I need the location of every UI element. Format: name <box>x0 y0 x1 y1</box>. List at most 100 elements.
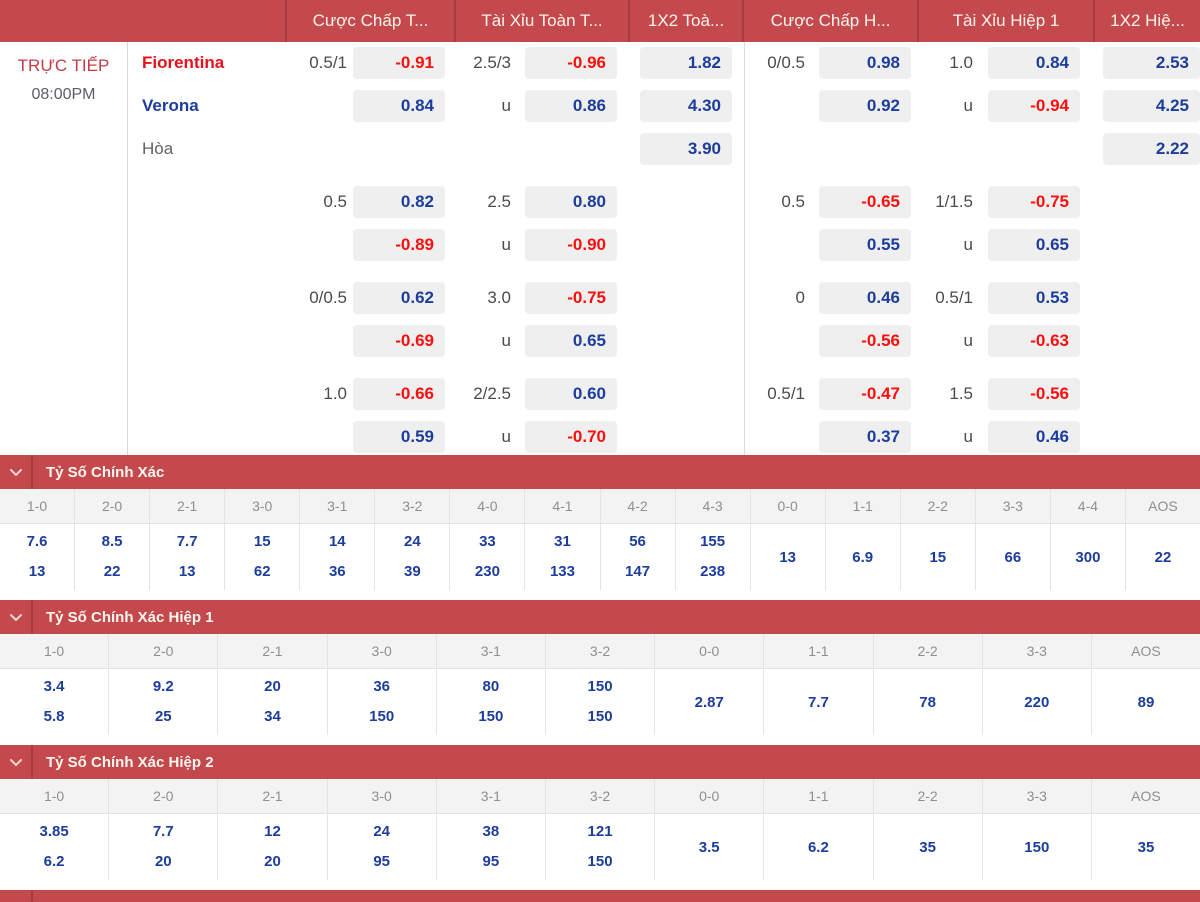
score-odds-cell[interactable]: 31 133 <box>525 524 599 590</box>
score-odds-home[interactable]: 80 <box>482 678 500 696</box>
score-odds-cell[interactable]: 38 95 <box>437 814 545 880</box>
score-odds-cell[interactable]: 8.5 22 <box>75 524 149 590</box>
score-odds-single[interactable]: 35 <box>1137 838 1155 856</box>
1x2-odds-button[interactable]: 1.82 <box>640 47 732 79</box>
score-odds-cell[interactable]: 24 95 <box>328 814 436 880</box>
score-odds-single[interactable]: 89 <box>1137 693 1155 711</box>
score-odds-cell[interactable]: 24 39 <box>375 524 449 590</box>
score-odds-away[interactable]: 34 <box>264 707 281 725</box>
handicap-h1-odds-button[interactable]: 0.92 <box>819 90 911 122</box>
handicap-odds-button[interactable]: 0.59 <box>353 421 445 453</box>
score-odds-cell[interactable]: 14 36 <box>300 524 374 590</box>
score-odds-away[interactable]: 25 <box>154 707 172 725</box>
score-odds-home[interactable]: 7.7 <box>176 533 198 551</box>
score-odds-cell[interactable]: 78 <box>874 669 982 735</box>
over-under-h1-odds-button[interactable]: 0.84 <box>988 47 1080 79</box>
score-odds-home[interactable]: 9.2 <box>152 678 174 696</box>
score-odds-away[interactable]: 147 <box>625 562 651 580</box>
score-odds-cell[interactable]: 35 <box>874 814 982 880</box>
handicap-odds-button[interactable]: -0.89 <box>353 229 445 261</box>
score-odds-home[interactable]: 150 <box>587 678 613 696</box>
score-odds-single[interactable]: 220 <box>1024 693 1050 711</box>
score-odds-single[interactable]: 3.5 <box>698 838 720 856</box>
score-odds-cell[interactable]: 150 <box>983 814 1091 880</box>
score-odds-cell[interactable]: 66 <box>976 524 1050 590</box>
over-under-h1-odds-button[interactable]: -0.75 <box>988 186 1080 218</box>
score-odds-away[interactable]: 6.2 <box>43 852 65 870</box>
score-odds-home[interactable]: 24 <box>373 823 390 841</box>
score-odds-home[interactable]: 24 <box>404 533 421 551</box>
1x2-h1-odds-button[interactable]: 2.53 <box>1103 47 1200 79</box>
score-odds-away[interactable]: 238 <box>700 562 726 580</box>
score-odds-cell[interactable]: 80 150 <box>437 669 545 735</box>
score-odds-home[interactable]: 56 <box>629 533 646 551</box>
score-odds-away[interactable]: 13 <box>178 562 196 580</box>
score-odds-single[interactable]: 35 <box>919 838 936 856</box>
handicap-odds-button[interactable]: 0.84 <box>353 90 445 122</box>
score-odds-single[interactable]: 66 <box>1004 548 1022 566</box>
score-odds-cell[interactable]: 6.9 <box>826 524 900 590</box>
score-odds-away[interactable]: 13 <box>28 562 46 580</box>
score-odds-cell[interactable]: 20 34 <box>218 669 326 735</box>
score-odds-home[interactable]: 121 <box>587 823 613 841</box>
score-odds-cell[interactable]: 89 <box>1092 669 1200 735</box>
score-odds-away[interactable]: 95 <box>373 852 390 870</box>
collapse-button[interactable] <box>0 600 33 634</box>
score-odds-single[interactable]: 78 <box>919 693 936 711</box>
handicap-h1-odds-button[interactable]: 0.37 <box>819 421 911 453</box>
score-odds-away[interactable]: 150 <box>369 707 395 725</box>
score-odds-away[interactable]: 150 <box>587 707 613 725</box>
1x2-h1-odds-button[interactable]: 4.25 <box>1103 90 1200 122</box>
score-odds-cell[interactable]: 2.87 <box>655 669 763 735</box>
score-odds-single[interactable]: 7.7 <box>807 693 829 711</box>
score-odds-cell[interactable]: 300 <box>1051 524 1125 590</box>
score-odds-single[interactable]: 6.2 <box>807 838 829 856</box>
score-odds-cell[interactable]: 15 <box>901 524 975 590</box>
score-odds-away[interactable]: 39 <box>404 562 421 580</box>
score-odds-cell[interactable]: 56 147 <box>601 524 675 590</box>
score-odds-home[interactable]: 36 <box>373 678 390 696</box>
score-odds-away[interactable]: 230 <box>474 562 500 580</box>
score-odds-away[interactable]: 150 <box>587 852 613 870</box>
handicap-h1-odds-button[interactable]: -0.56 <box>819 325 911 357</box>
score-odds-cell[interactable]: 35 <box>1092 814 1200 880</box>
score-odds-home[interactable]: 7.6 <box>26 533 48 551</box>
section-header-bar[interactable]: Tỷ Số Chính Xác Hiệp 1 <box>0 600 1200 634</box>
score-odds-cell[interactable]: 7.6 13 <box>0 524 74 590</box>
score-odds-away[interactable]: 22 <box>103 562 121 580</box>
score-odds-cell[interactable]: 3.4 5.8 <box>0 669 108 735</box>
over-under-odds-button[interactable]: -0.96 <box>525 47 617 79</box>
score-odds-cell[interactable]: 121 150 <box>546 814 654 880</box>
score-odds-home[interactable]: 33 <box>479 533 496 551</box>
score-odds-home[interactable]: 20 <box>264 678 281 696</box>
score-odds-cell[interactable]: 155 238 <box>676 524 750 590</box>
over-under-h1-odds-button[interactable]: 0.53 <box>988 282 1080 314</box>
section-header-bar[interactable]: Tỷ Số Chính Xác Hiệp 2 <box>0 745 1200 779</box>
score-odds-single[interactable]: 22 <box>1154 548 1172 566</box>
score-odds-single[interactable]: 2.87 <box>694 693 724 711</box>
score-odds-cell[interactable]: 220 <box>983 669 1091 735</box>
next-section-header-bar[interactable] <box>0 890 1200 902</box>
score-odds-home[interactable]: 3.4 <box>43 678 65 696</box>
handicap-odds-button[interactable]: 0.82 <box>353 186 445 218</box>
score-odds-cell[interactable]: 7.7 <box>764 669 872 735</box>
score-odds-cell[interactable]: 36 150 <box>328 669 436 735</box>
handicap-odds-button[interactable]: -0.69 <box>353 325 445 357</box>
handicap-h1-odds-button[interactable]: 0.98 <box>819 47 911 79</box>
score-odds-away[interactable]: 5.8 <box>43 707 65 725</box>
over-under-odds-button[interactable]: 0.60 <box>525 378 617 410</box>
score-odds-single[interactable]: 6.9 <box>852 548 874 566</box>
1x2-odds-button[interactable]: 4.30 <box>640 90 732 122</box>
score-odds-home[interactable]: 38 <box>482 823 500 841</box>
over-under-h1-odds-button[interactable]: -0.94 <box>988 90 1080 122</box>
score-odds-single[interactable]: 300 <box>1075 548 1101 566</box>
over-under-odds-button[interactable]: -0.70 <box>525 421 617 453</box>
collapse-button[interactable] <box>0 890 33 902</box>
handicap-h1-odds-button[interactable]: 0.46 <box>819 282 911 314</box>
score-odds-away[interactable]: 36 <box>328 562 346 580</box>
handicap-h1-odds-button[interactable]: 0.55 <box>819 229 911 261</box>
handicap-h1-odds-button[interactable]: -0.65 <box>819 186 911 218</box>
section-header-bar[interactable]: Tỷ Số Chính Xác <box>0 455 1200 489</box>
handicap-odds-button[interactable]: 0.62 <box>353 282 445 314</box>
score-odds-cell[interactable]: 7.7 13 <box>150 524 224 590</box>
